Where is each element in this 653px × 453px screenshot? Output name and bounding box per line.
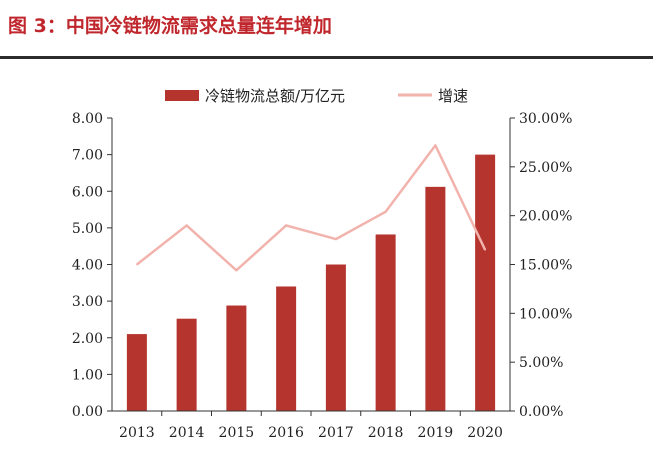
x-tick-label: 2014 (169, 425, 205, 441)
growth-line (136, 144, 487, 272)
left-tick-label: 7.00 (72, 148, 103, 164)
legend: 冷链物流总额/万亿元 增速 (165, 87, 468, 105)
left-tick-label: 1.00 (72, 367, 103, 383)
left-tick-label: 2.00 (72, 331, 103, 347)
x-tick-label: 2020 (467, 425, 503, 441)
growth-line-path (136, 144, 487, 272)
x-axis-ticks: 2013 2014 2015 2016 2017 2018 2019 2020 (119, 411, 503, 441)
left-tick-label: 6.00 (72, 184, 103, 200)
growth-point (185, 224, 188, 227)
left-tick-label: 5.00 (72, 221, 103, 237)
right-tick-label: 5.00% (519, 355, 563, 371)
growth-point (285, 224, 287, 227)
bar (475, 154, 496, 411)
bar (276, 286, 297, 411)
x-tick-label: 2013 (119, 425, 155, 441)
right-axis-ticks: 0.00% 5.00% 10.00% 15.00% 20.00% 25.00% 30.00% (510, 111, 572, 420)
left-axis-ticks: 0.00 1.00 2.00 3.00 4.00 5.00 6.00 7.00 8.00 (72, 111, 112, 420)
growth-point (335, 238, 337, 240)
axes (111, 118, 511, 412)
bar (325, 264, 346, 411)
right-tick-label: 0.00% (519, 404, 563, 420)
bar (126, 334, 147, 411)
growth-point (484, 249, 486, 251)
x-tick-label: 2017 (318, 425, 354, 441)
figure-title: 图 3：中国冷链物流需求总量连年增加 (8, 15, 332, 37)
title-divider (0, 56, 653, 59)
left-tick-label: 3.00 (72, 294, 103, 310)
x-tick-label: 2015 (219, 425, 255, 441)
bar (176, 318, 197, 411)
legend-line-label: 增速 (438, 87, 468, 105)
right-tick-label: 15.00% (519, 258, 572, 274)
growth-point (434, 144, 437, 147)
right-tick-label: 30.00% (519, 111, 572, 127)
x-tick-label: 2018 (368, 425, 404, 441)
x-tick-label: 2016 (268, 425, 304, 441)
bar (425, 186, 446, 411)
legend-bar-label: 冷链物流总额/万亿元 (205, 87, 345, 105)
legend-bar-swatch (165, 90, 199, 101)
right-tick-label: 25.00% (519, 160, 572, 176)
growth-point (384, 210, 387, 213)
bar (375, 234, 396, 411)
left-tick-label: 0.00 (72, 404, 103, 420)
x-tick-label: 2019 (418, 425, 454, 441)
left-tick-label: 4.00 (72, 258, 103, 274)
growth-point (235, 269, 238, 272)
bars (126, 154, 496, 411)
right-tick-label: 20.00% (519, 209, 572, 225)
bar (226, 305, 247, 411)
growth-point (136, 263, 138, 266)
left-tick-label: 8.00 (72, 111, 103, 127)
right-tick-label: 10.00% (519, 306, 572, 322)
